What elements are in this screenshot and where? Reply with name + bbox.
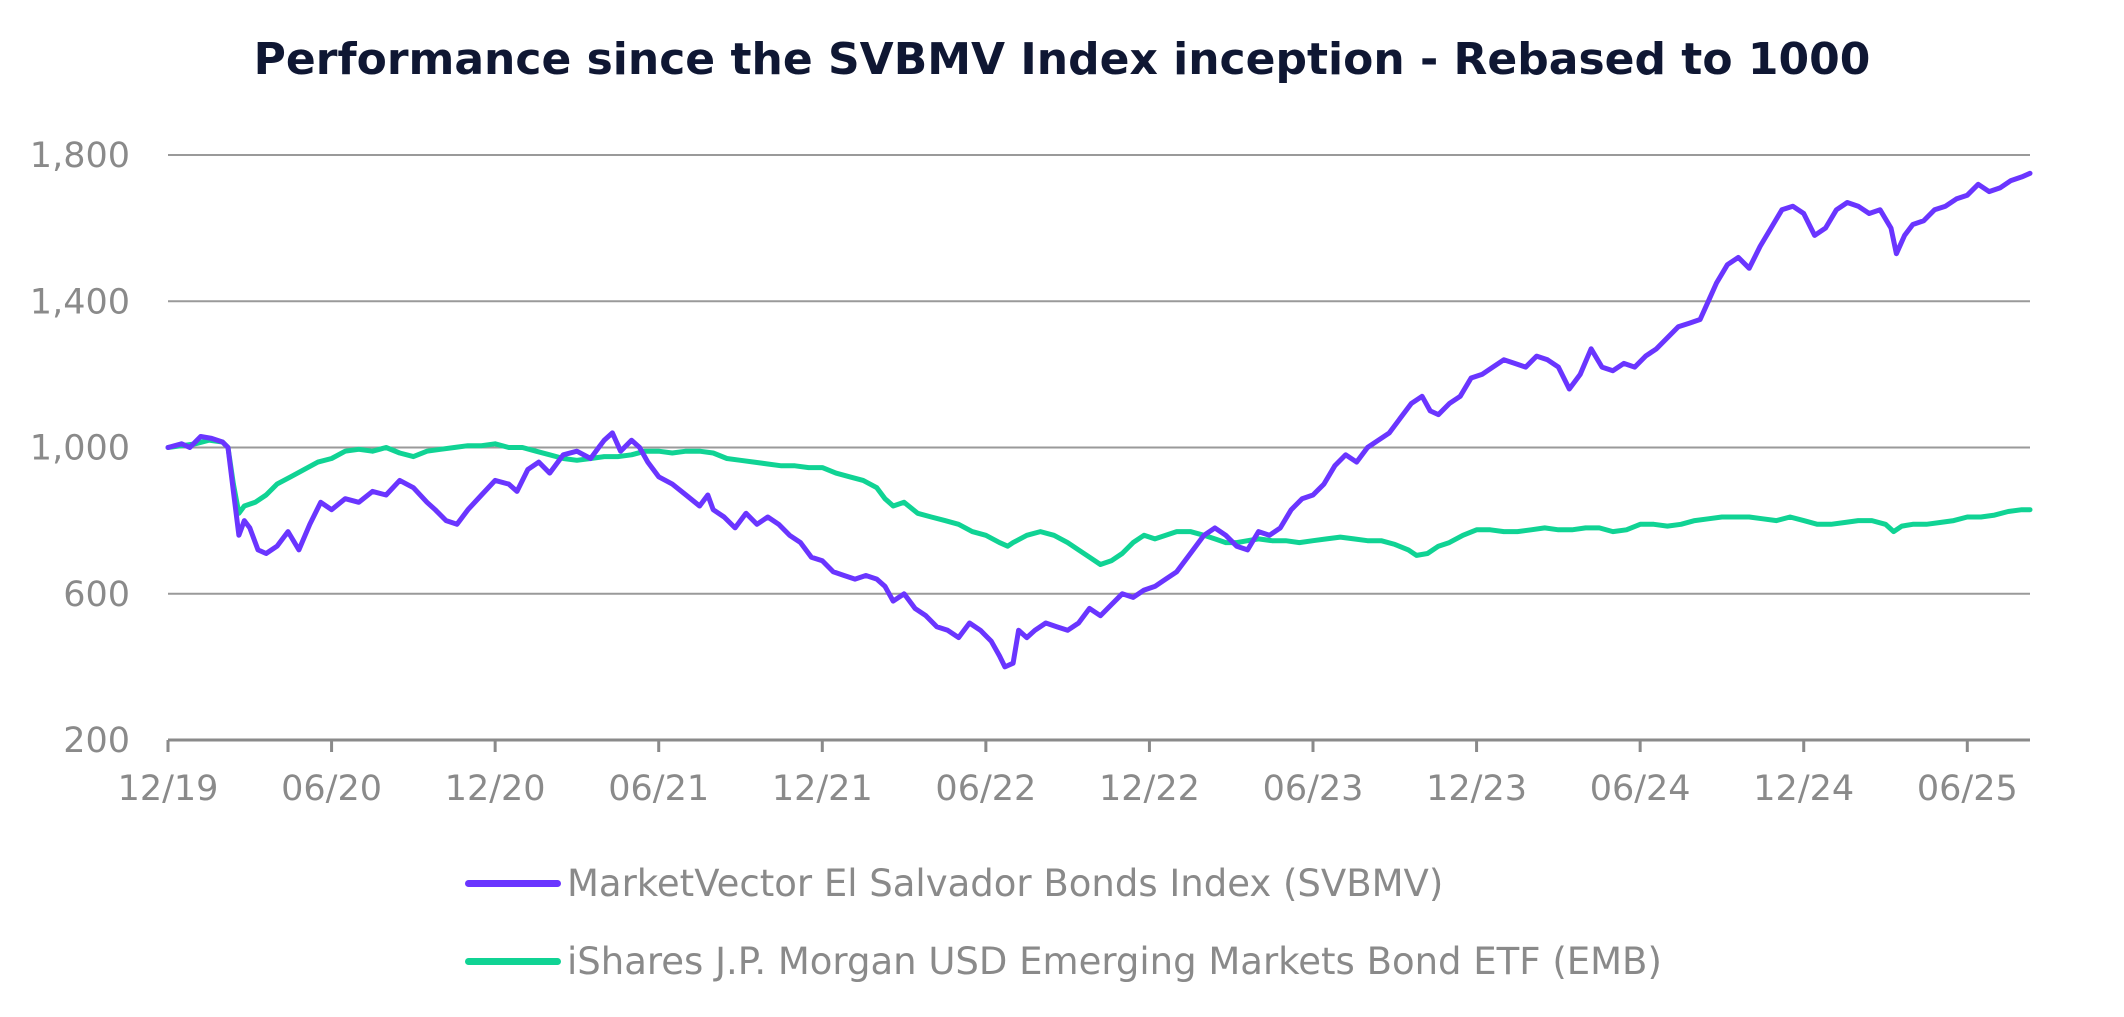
x-tick-label: 06/20	[281, 769, 382, 809]
y-axis: 200 600 1,000 1,400 1,800	[30, 136, 130, 761]
x-tick-label: 12/19	[118, 769, 219, 809]
gridlines	[168, 154, 2030, 595]
legend-swatch-emb	[465, 958, 561, 965]
legend-entry-emb: iShares J.P. Morgan USD Emerging Markets…	[465, 940, 1662, 983]
y-tick-label: 1,800	[30, 136, 130, 176]
x-tick-label: 12/22	[1099, 769, 1200, 809]
y-tick-label: 1,000	[30, 429, 130, 469]
x-tick-label: 06/23	[1263, 769, 1364, 809]
y-tick-label: 600	[63, 575, 130, 615]
y-tick-label: 200	[63, 721, 130, 761]
x-tick-label: 06/24	[1590, 769, 1691, 809]
x-tick-label: 12/21	[772, 769, 873, 809]
x-tick-label: 12/20	[445, 769, 546, 809]
x-tick-label: 12/23	[1426, 769, 1527, 809]
legend-entry-svbmv: MarketVector El Salvador Bonds Index (SV…	[465, 862, 1443, 905]
chart-title: Performance since the SVBMV Index incept…	[253, 34, 1871, 85]
x-axis: 12/19 06/20 12/20 06/21 12/21 06/22 12/22 06/23…	[118, 738, 2030, 809]
legend-label-emb: iShares J.P. Morgan USD Emerging Markets…	[567, 940, 1662, 983]
x-tick-label: 06/25	[1917, 769, 2018, 809]
legend-label-svbmv: MarketVector El Salvador Bonds Index (SV…	[567, 862, 1444, 905]
x-tick-label: 06/22	[935, 769, 1036, 809]
series-line-svbmv	[165, 170, 2033, 670]
series-lines	[165, 170, 2033, 670]
x-tick-label: 06/21	[608, 769, 709, 809]
series-line-emb	[165, 437, 2033, 567]
legend-swatch-svbmv	[465, 880, 561, 887]
x-tick-label: 12/24	[1753, 769, 1854, 809]
y-tick-label: 1,400	[30, 282, 130, 322]
